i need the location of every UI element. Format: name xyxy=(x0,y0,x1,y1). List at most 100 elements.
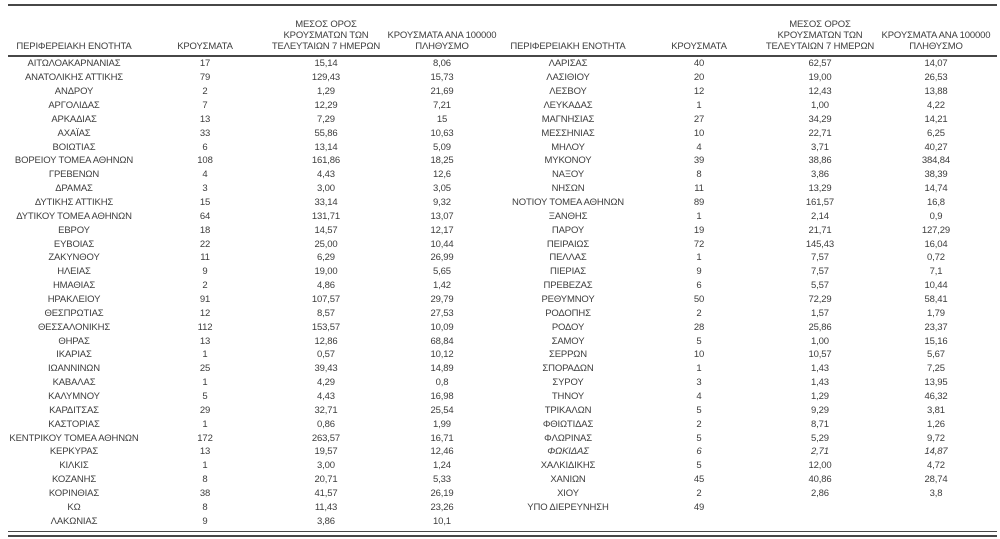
cases-cell: 29 xyxy=(199,404,211,416)
avg-7day-cell: 1,29 xyxy=(811,391,829,403)
per-100k-cell: 58,41 xyxy=(924,294,948,306)
region-name-cell: ΙΩΑΝΝΙΝΩΝ xyxy=(48,363,100,375)
avg-7day-cell: 145,43 xyxy=(805,238,835,250)
table-row: ΙΚΑΡΙΑΣ 1 0,57 10,12 xyxy=(8,349,502,363)
region-name-cell: ΛΕΥΚΑΔΑΣ xyxy=(543,100,593,111)
region-name-cell: ΑΝΑΤΟΛΙΚΗΣ ΑΤΤΙΚΗΣ xyxy=(24,72,124,84)
cases-cell: 8 xyxy=(202,501,208,513)
region-name-cell: ΠΡΕΒΕΖΑΣ xyxy=(543,280,593,292)
per-100k-cell: 4,72 xyxy=(927,460,945,472)
per-100k-cell: 16,8 xyxy=(927,197,945,209)
table-row: ΔΥΤΙΚΟΥ ΤΟΜΕΑ ΑΘΗΝΩΝ 64 131,71 13,07 xyxy=(8,210,502,224)
per-100k-cell: 40,27 xyxy=(924,141,948,153)
cases-cell: 8 xyxy=(202,474,208,486)
region-name-cell: ΠΙΕΡΙΑΣ xyxy=(550,266,586,278)
region-name-cell: ΘΗΡΑΣ xyxy=(58,335,90,347)
avg-7day-cell: 13,29 xyxy=(808,183,832,195)
region-name-cell: ΡΟΔΟΥ xyxy=(551,321,585,333)
cases-cell: 7 xyxy=(202,100,208,111)
per-100k-cell: 7,21 xyxy=(433,100,451,111)
per-100k-cell: 15 xyxy=(436,113,448,125)
table-row: ΔΥΤΙΚΗΣ ΑΤΤΙΚΗΣ 15 33,14 9,32 xyxy=(8,196,502,210)
table-row: ΒΟΙΩΤΙΑΣ 6 13,14 5,09 xyxy=(8,141,502,155)
per-100k-cell: 5,33 xyxy=(433,474,451,486)
table-row: ΦΩΚΙΔΑΣ 6 2,71 14,87 xyxy=(502,446,996,460)
per-100k-cell: 38,39 xyxy=(924,169,948,181)
per-100k-cell: 16,04 xyxy=(924,238,948,250)
cases-cell: 2 xyxy=(202,86,208,98)
avg-7day-cell: 21,71 xyxy=(808,224,832,236)
cases-cell: 6 xyxy=(696,446,702,458)
table-row: ΛΕΣΒΟΥ 12 12,43 13,88 xyxy=(502,85,996,99)
per-100k-cell: 384,84 xyxy=(921,155,951,167)
cases-cell: 19 xyxy=(693,224,705,236)
table-row: ΚΑΛΥΜΝΟΥ 5 4,43 16,98 xyxy=(8,390,502,404)
cases-cell: 1 xyxy=(202,377,208,389)
table-row: ΑΝΔΡΟΥ 2 1,29 21,69 xyxy=(8,85,502,99)
bottom-thin-rule xyxy=(8,531,997,532)
avg-7day-cell: 129,43 xyxy=(311,72,341,84)
table-row: ΔΡΑΜΑΣ 3 3,00 3,05 xyxy=(8,182,502,196)
column-header-region: ΠΕΡΙΦΕΡΕΙΑΚΗ ΕΝΟΤΗΤΑ xyxy=(510,41,626,52)
avg-7day-cell: 7,57 xyxy=(811,266,829,278)
avg-7day-cell: 40,86 xyxy=(808,474,832,486)
per-100k-cell: 3,05 xyxy=(433,183,451,195)
avg-7day-cell: 107,57 xyxy=(311,294,341,306)
cases-cell: 1 xyxy=(696,210,702,222)
cases-cell: 12 xyxy=(693,86,705,98)
cases-cell: 1 xyxy=(696,100,702,111)
table-row: ΚΑΒΑΛΑΣ 1 4,29 0,8 xyxy=(8,376,502,390)
avg-7day-cell: 7,29 xyxy=(317,113,335,125)
cases-cell: 49 xyxy=(693,501,705,513)
per-100k-cell: 1,99 xyxy=(433,418,451,430)
per-100k-cell: 29,79 xyxy=(430,294,454,306)
per-100k-cell: 10,63 xyxy=(430,127,454,139)
region-name-cell: ΚΑΡΔΙΤΣΑΣ xyxy=(49,404,99,416)
table-row: ΛΑΚΩΝΙΑΣ 9 3,86 10,1 xyxy=(8,515,502,529)
per-100k-cell: 28,74 xyxy=(924,474,948,486)
per-100k-cell: 9,32 xyxy=(433,197,451,209)
table-row: ΧΙΟΥ 2 2,86 3,8 xyxy=(502,487,996,501)
cases-cell: 9 xyxy=(202,515,208,527)
cases-cell: 27 xyxy=(693,113,705,125)
cases-cell: 6 xyxy=(202,141,208,153)
avg-7day-cell: 3,00 xyxy=(317,183,335,195)
region-name-cell: ΡΟΔΟΠΗΣ xyxy=(545,307,591,319)
table-row: ΛΑΡΙΣΑΣ 40 62,57 14,07 xyxy=(502,58,996,72)
avg-7day-cell: 25,86 xyxy=(808,321,832,333)
avg-7day-cell: 2,14 xyxy=(811,210,829,222)
column-header-region: ΠΕΡΙΦΕΡΕΙΑΚΗ ΕΝΟΤΗΤΑ xyxy=(16,41,132,52)
region-name-cell: ΘΕΣΠΡΩΤΙΑΣ xyxy=(44,307,104,319)
per-100k-cell: 7,1 xyxy=(929,266,943,278)
cases-cell: 50 xyxy=(693,294,705,306)
table-row: ΙΩΑΝΝΙΝΩΝ 25 39,43 14,89 xyxy=(8,362,502,376)
per-100k-cell: 15,73 xyxy=(430,72,454,84)
avg-7day-cell: 3,00 xyxy=(317,460,335,472)
cases-cell: 40 xyxy=(693,58,705,70)
region-name-cell: ΣΑΜΟΥ xyxy=(551,335,585,347)
table-row: ΝΗΣΩΝ 11 13,29 14,74 xyxy=(502,182,996,196)
cases-cell: 1 xyxy=(202,349,208,361)
regional-table-right: ΠΕΡΙΦΕΡΕΙΑΚΗ ΕΝΟΤΗΤΑ ΚΡΟΥΣΜΑΤΑ ΜΕΣΟΣ ΟΡΟ… xyxy=(502,7,996,529)
table-row: ΦΘΙΩΤΙΔΑΣ 2 8,71 1,26 xyxy=(502,418,996,432)
region-name-cell: ΚΟΡΙΝΘΙΑΣ xyxy=(48,488,100,500)
avg-7day-cell: 14,57 xyxy=(314,224,338,236)
per-100k-cell: 10,44 xyxy=(430,238,454,250)
region-name-cell: ΦΛΩΡΙΝΑΣ xyxy=(544,432,592,444)
per-100k-cell: 26,53 xyxy=(924,72,948,84)
region-name-cell: ΚΙΛΚΙΣ xyxy=(59,460,89,472)
table-row: ΣΑΜΟΥ 5 1,00 15,16 xyxy=(502,335,996,349)
table-row: ΠΕΙΡΑΙΩΣ 72 145,43 16,04 xyxy=(502,238,996,252)
region-name-cell: ΣΠΟΡΑΔΩΝ xyxy=(542,363,594,375)
per-100k-cell: 1,79 xyxy=(927,307,945,319)
table-row: ΕΥΒΟΙΑΣ 22 25,00 10,44 xyxy=(8,238,502,252)
table-row: ΑΝΑΤΟΛΙΚΗΣ ΑΤΤΙΚΗΣ 79 129,43 15,73 xyxy=(8,71,502,85)
table-row: ΞΑΝΘΗΣ 1 2,14 0,9 xyxy=(502,210,996,224)
cases-cell: 25 xyxy=(199,363,211,375)
table-header-row: ΠΕΡΙΦΕΡΕΙΑΚΗ ΕΝΟΤΗΤΑ ΚΡΟΥΣΜΑΤΑ ΜΕΣΟΣ ΟΡΟ… xyxy=(502,7,996,55)
region-name-cell: ΤΡΙΚΑΛΩΝ xyxy=(544,404,592,416)
avg-7day-cell: 19,00 xyxy=(808,72,832,84)
region-name-cell: ΥΠΟ ΔΙΕΡΕΥΝΗΣΗ xyxy=(527,501,609,513)
avg-7day-cell: 0,57 xyxy=(317,349,335,361)
